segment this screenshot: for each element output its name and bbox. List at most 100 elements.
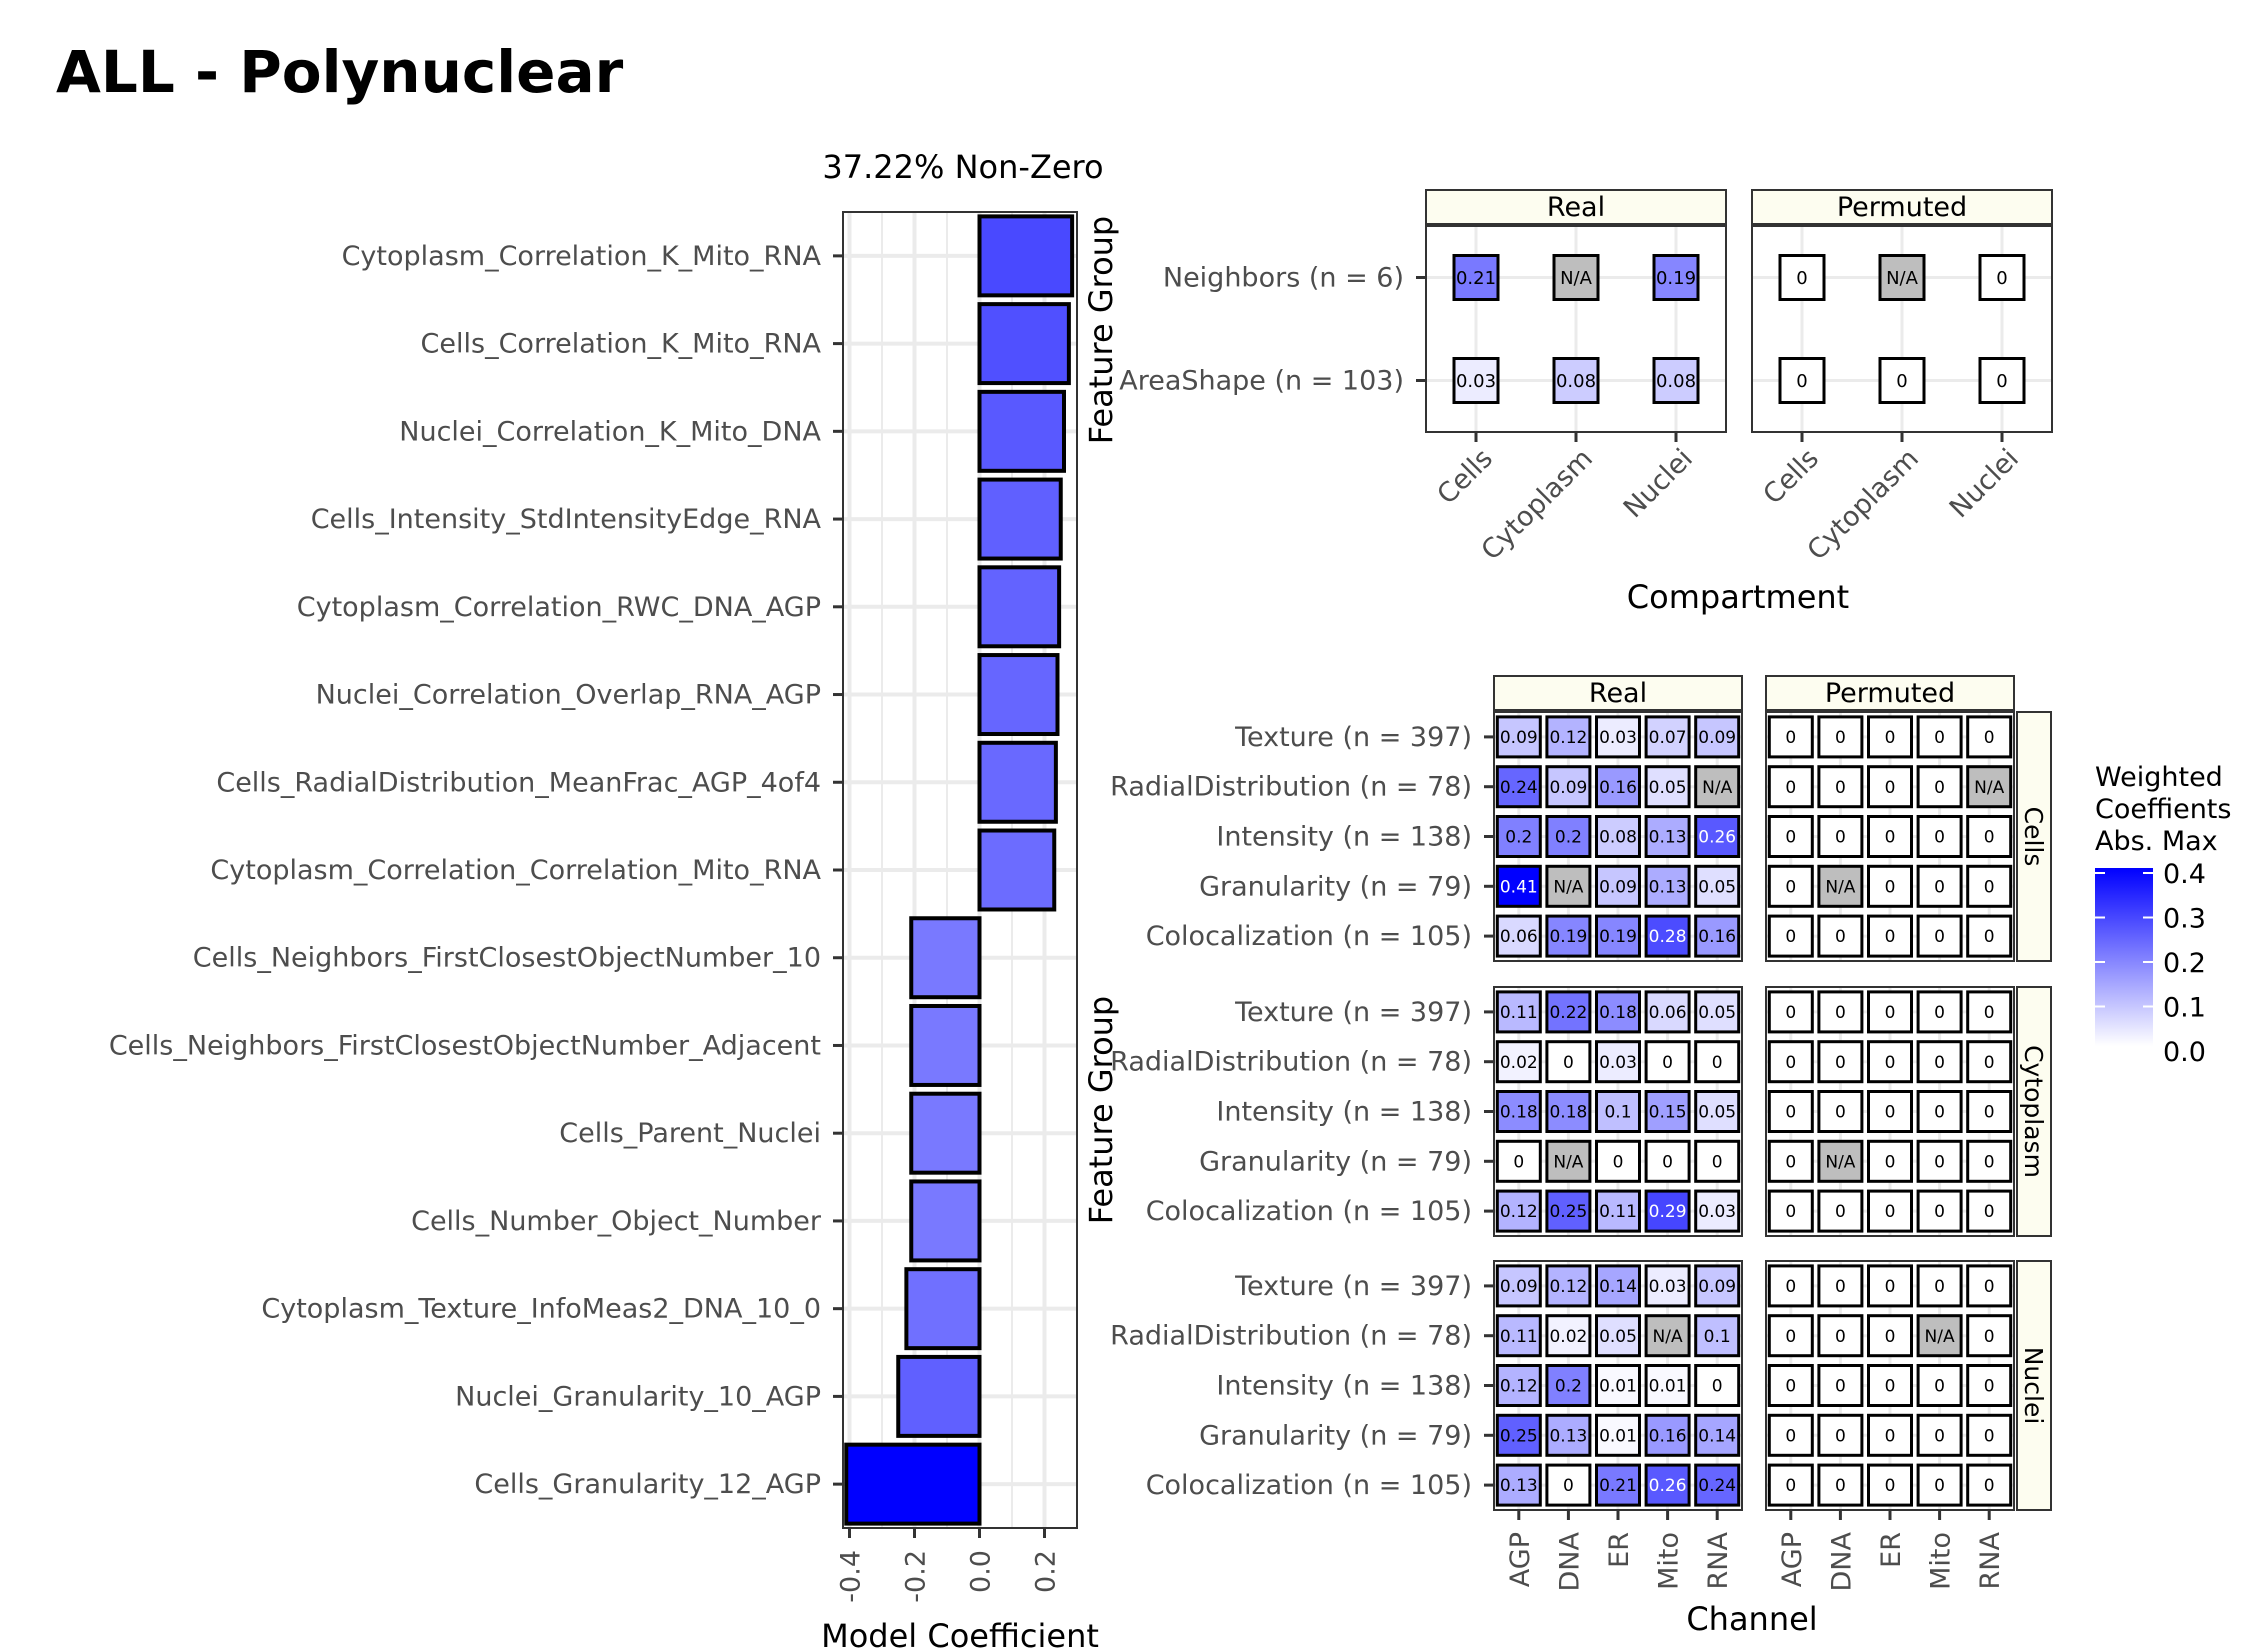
heatmap-cell-label: 0 <box>1984 1103 1995 1123</box>
heatmap-cell <box>1495 765 1542 809</box>
heatmap-cell <box>1867 715 1913 759</box>
heatmap-cell-label: 0.24 <box>1698 1476 1736 1496</box>
heatmap-cell <box>1644 1413 1691 1457</box>
heatmap-cell <box>1966 765 2013 809</box>
heatmap-panel-border <box>1765 986 2015 1237</box>
heatmap-cell <box>1545 765 1592 809</box>
heatmap-cell <box>1817 1264 1864 1308</box>
heatmap-cell-label: 0 <box>1785 728 1796 748</box>
heatmap-cell-label: 0 <box>1835 1053 1846 1073</box>
bar-chart-title: 37.22% Non-Zero <box>822 148 1103 186</box>
y-tick-label: RadialDistribution (n = 78) <box>1110 1321 1472 1352</box>
heatmap-cell-label: 0 <box>1984 728 1995 748</box>
heatmap-cell <box>1916 765 1963 809</box>
heatmap-cell <box>1767 1040 1814 1084</box>
heatmap-cell-label: 0.03 <box>1456 371 1496 392</box>
heatmap-cell <box>1595 914 1641 958</box>
heatmap-cell-label: 0 <box>1934 1476 1945 1496</box>
bar <box>977 828 1057 912</box>
heatmap-cell <box>1878 357 1926 404</box>
heatmap-cell <box>1817 815 1864 858</box>
heatmap-cell-label: 0.05 <box>1698 1103 1736 1123</box>
bar <box>977 740 1058 824</box>
heatmap-cell <box>1595 1139 1641 1183</box>
heatmap-cell-label: 0 <box>1712 1377 1723 1397</box>
y-tick-label: Intensity (n = 138) <box>1216 1097 1472 1128</box>
heatmap-cell-label: 0 <box>1712 1152 1723 1172</box>
heatmap-cell-label: 0.41 <box>1500 877 1538 897</box>
heatmap-cell <box>1867 1040 1913 1084</box>
heatmap-cell-label: 0 <box>1835 728 1846 748</box>
heatmap-cell <box>1867 815 1913 858</box>
heatmap-cell <box>1817 1413 1864 1457</box>
heatmap-cell-label: 0.2 <box>1555 828 1582 848</box>
heatmap-cell <box>1767 1090 1814 1133</box>
heatmap-cell-label: 0 <box>1563 1053 1574 1073</box>
heatmap-cell <box>1916 1264 1963 1308</box>
heatmap-cell <box>1595 1463 1641 1507</box>
heatmap-cell <box>1916 1139 1963 1183</box>
heatmap-cell <box>1694 864 1741 908</box>
heatmap-cell-label: 0 <box>1662 1053 1673 1073</box>
heatmap-cell <box>1867 1090 1913 1133</box>
heatmap-cell <box>1452 254 1500 301</box>
heatmap-cell-label: N/A <box>1825 1152 1855 1172</box>
legend-title: Weighted <box>2095 762 2223 793</box>
heatmap-cell-label: 0.08 <box>1656 371 1696 392</box>
y-tick-label: Granularity (n = 79) <box>1199 1146 1472 1177</box>
heatmap-cell-label: 0 <box>1934 778 1945 798</box>
facet-strip-label: Real <box>1589 678 1647 709</box>
heatmap-cell <box>1595 990 1641 1034</box>
heatmap-cell-label: 0 <box>1835 1327 1846 1347</box>
heatmap-cell-label: 0 <box>1785 778 1796 798</box>
heatmap-cell-label: N/A <box>1560 268 1593 289</box>
y-axis-title: Feature Group <box>1082 216 1120 445</box>
facet-strip-label: Cells <box>2019 807 2048 867</box>
x-tick-label: AGP <box>1505 1532 1536 1587</box>
y-tick-label: Texture (n = 397) <box>1234 997 1472 1028</box>
heatmap-cell-label: 0 <box>1885 1327 1896 1347</box>
facet-strip <box>2016 711 2052 962</box>
bar <box>909 1091 982 1175</box>
heatmap-cell-label: 0 <box>1835 1103 1846 1123</box>
heatmap-cell <box>1916 1090 1963 1133</box>
heatmap-cell <box>1644 1040 1691 1084</box>
heatmap-panel-border <box>1765 711 2015 962</box>
heatmap-cell-label: 0 <box>1835 1003 1846 1023</box>
heatmap-cell-label: 0.03 <box>1599 1053 1637 1073</box>
heatmap-cell-label: 0.14 <box>1698 1426 1736 1446</box>
heatmap-cell <box>1644 715 1691 759</box>
heatmap-cell <box>1644 1090 1691 1133</box>
heatmap-cell-label: 0 <box>1934 1103 1945 1123</box>
heatmap-cell-label: 0 <box>1785 828 1796 848</box>
heatmap-cell-label: 0 <box>1934 1152 1945 1172</box>
x-tick-label: RNA <box>1975 1531 2006 1589</box>
heatmap-cell <box>1878 254 1926 301</box>
heatmap-cell-label: 0 <box>1785 1152 1796 1172</box>
facet-strip <box>1425 189 1727 225</box>
heatmap-cell-label: 0 <box>1885 1277 1896 1297</box>
heatmap-cell <box>1767 1413 1814 1457</box>
heatmap-cell <box>1595 1040 1641 1084</box>
heatmap-cell-label: 0 <box>1885 1426 1896 1446</box>
heatmap-cell-label: 0 <box>1885 1476 1896 1496</box>
y-tick-label: Cytoplasm_Correlation_K_Mito_RNA <box>342 241 822 272</box>
heatmap-cell <box>1867 1364 1913 1407</box>
heatmap-cell-label: 0 <box>1785 1327 1796 1347</box>
heatmap-cell-label: 0.01 <box>1649 1377 1687 1397</box>
heatmap-cell <box>1867 1264 1913 1308</box>
heatmap-cell <box>1778 254 1826 301</box>
heatmap-cell <box>1495 1264 1542 1308</box>
y-tick-label: RadialDistribution (n = 78) <box>1110 1047 1472 1078</box>
heatmap-cell <box>1545 1314 1592 1358</box>
heatmap-cell-label: 0 <box>1613 1152 1624 1172</box>
heatmap-cell <box>1916 990 1963 1034</box>
heatmap-cell-label: 0.12 <box>1549 1277 1587 1297</box>
heatmap-cell <box>1694 715 1741 759</box>
heatmap-cell-label: 0.01 <box>1599 1377 1637 1397</box>
heatmap-cell-label: 0 <box>1984 1476 1995 1496</box>
heatmap-cell-label: 0 <box>1984 1327 1995 1347</box>
x-tick-label: Nuclei <box>1618 443 1699 524</box>
heatmap-cell <box>1545 1139 1592 1183</box>
